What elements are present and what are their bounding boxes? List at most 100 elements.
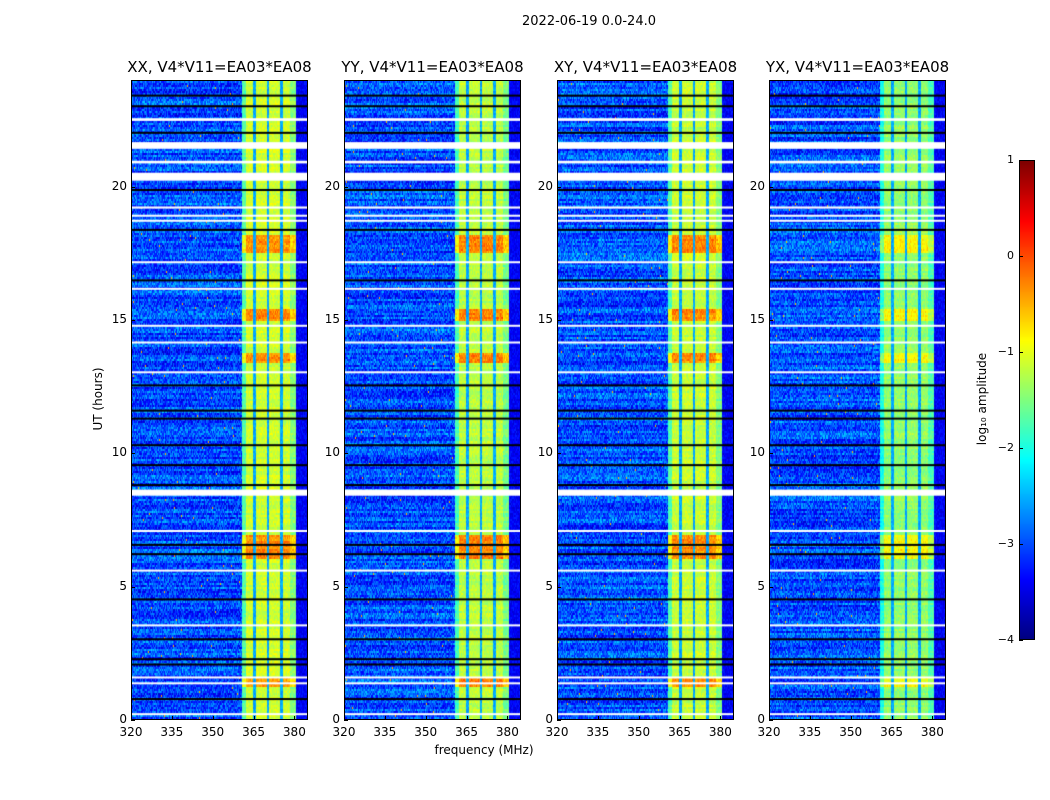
y-tick-mark bbox=[769, 453, 773, 455]
waterfall-panel-2 bbox=[557, 80, 734, 720]
x-tick-label: 365 bbox=[455, 725, 478, 739]
heatmap-cells bbox=[345, 81, 520, 719]
panel-title: YY, V4*V11=EA03*EA08 bbox=[341, 58, 524, 76]
x-tick-label: 335 bbox=[160, 725, 184, 739]
x-tick-mark bbox=[384, 716, 386, 720]
x-tick-mark bbox=[557, 716, 558, 720]
y-tick-label: 10 bbox=[749, 445, 765, 460]
x-tick-mark bbox=[294, 716, 296, 720]
y-tick-mark bbox=[131, 186, 135, 188]
x-tick-mark bbox=[425, 716, 427, 720]
y-tick-mark bbox=[557, 186, 561, 188]
x-tick-label: 365 bbox=[242, 725, 265, 739]
y-tick-mark bbox=[131, 453, 135, 455]
x-tick-label: 350 bbox=[414, 725, 438, 739]
y-axis-label: UT (hours) bbox=[91, 367, 105, 431]
colorbar-tick-label: −3 bbox=[997, 537, 1014, 550]
waterfall-panel-1 bbox=[344, 80, 521, 720]
y-tick-label: 15 bbox=[324, 312, 340, 326]
y-tick-mark bbox=[557, 586, 561, 588]
y-tick-label: 15 bbox=[537, 312, 553, 326]
waterfall-panel-0 bbox=[131, 80, 308, 720]
x-tick-label: 350 bbox=[627, 725, 651, 739]
colorbar-tick-mark bbox=[1019, 256, 1023, 257]
x-tick-label: 320 bbox=[545, 725, 569, 739]
y-tick-label: 0 bbox=[545, 712, 553, 726]
y-tick-label: 15 bbox=[111, 312, 127, 326]
x-tick-label: 320 bbox=[757, 725, 781, 739]
x-tick-label: 380 bbox=[920, 725, 944, 739]
x-tick-label: 335 bbox=[798, 725, 822, 739]
y-tick-mark bbox=[557, 720, 561, 721]
colorbar-tick-label: −2 bbox=[997, 441, 1014, 454]
x-tick-mark bbox=[638, 716, 640, 720]
y-tick-mark bbox=[769, 186, 773, 188]
x-tick-mark bbox=[253, 716, 255, 720]
y-tick-mark bbox=[557, 453, 561, 455]
x-tick-mark bbox=[507, 716, 509, 720]
x-tick-mark bbox=[466, 716, 468, 720]
colorbar-tick-mark bbox=[1019, 544, 1023, 545]
x-tick-label: 380 bbox=[282, 725, 306, 739]
y-tick-label: 5 bbox=[757, 578, 765, 593]
x-tick-label: 350 bbox=[201, 725, 225, 739]
y-tick-label: 5 bbox=[119, 578, 127, 593]
x-tick-mark bbox=[212, 716, 214, 720]
y-tick-label: 0 bbox=[332, 712, 340, 726]
panel-title: YX, V4*V11=EA03*EA08 bbox=[765, 58, 950, 76]
x-tick-mark bbox=[679, 716, 681, 720]
x-tick-mark bbox=[171, 716, 173, 720]
y-tick-label: 20 bbox=[749, 178, 765, 193]
y-tick-mark bbox=[557, 320, 561, 321]
y-tick-label: 10 bbox=[111, 445, 127, 460]
y-tick-mark bbox=[344, 586, 348, 588]
x-tick-mark bbox=[344, 716, 345, 720]
heatmap-cells bbox=[558, 81, 733, 719]
x-axis-label: frequency (MHz) bbox=[434, 743, 534, 757]
x-tick-label: 380 bbox=[495, 725, 519, 739]
colorbar-tick-mark bbox=[1019, 448, 1023, 449]
y-tick-mark bbox=[344, 320, 348, 321]
figure-title: 2022-06-19 0.0-24.0 bbox=[522, 14, 656, 29]
colorbar bbox=[1019, 160, 1035, 640]
x-tick-label: 380 bbox=[708, 725, 732, 739]
y-tick-label: 10 bbox=[324, 445, 340, 460]
y-tick-mark bbox=[131, 320, 135, 321]
heatmap-cells bbox=[132, 81, 307, 719]
x-tick-label: 335 bbox=[586, 725, 610, 739]
y-tick-label: 15 bbox=[749, 312, 765, 326]
y-tick-mark bbox=[769, 586, 773, 588]
x-tick-mark bbox=[769, 716, 770, 720]
y-tick-label: 5 bbox=[545, 578, 553, 593]
colorbar-tick-mark bbox=[1019, 160, 1023, 161]
x-tick-mark bbox=[891, 716, 893, 720]
y-tick-label: 5 bbox=[332, 578, 340, 593]
x-tick-label: 350 bbox=[839, 725, 863, 739]
y-tick-mark bbox=[131, 586, 135, 588]
panel-title: XX, V4*V11=EA03*EA08 bbox=[127, 58, 312, 76]
x-tick-mark bbox=[809, 716, 811, 720]
y-tick-mark bbox=[131, 720, 135, 721]
x-tick-label: 320 bbox=[119, 725, 143, 739]
x-tick-label: 365 bbox=[668, 725, 691, 739]
y-tick-mark bbox=[344, 186, 348, 188]
y-tick-label: 10 bbox=[537, 445, 553, 460]
colorbar-tick-mark bbox=[1019, 352, 1023, 353]
heatmap-cells bbox=[770, 81, 945, 719]
colorbar-tick-mark bbox=[1019, 640, 1023, 641]
y-tick-label: 0 bbox=[119, 712, 127, 726]
y-tick-label: 20 bbox=[537, 178, 553, 193]
y-tick-mark bbox=[769, 320, 773, 321]
colorbar-tick-label: −4 bbox=[997, 633, 1014, 646]
x-tick-label: 320 bbox=[332, 725, 356, 739]
x-tick-mark bbox=[932, 716, 934, 720]
x-tick-mark bbox=[850, 716, 852, 720]
x-tick-label: 335 bbox=[373, 725, 397, 739]
colorbar-label: log₁₀ amplitude bbox=[975, 352, 989, 446]
x-tick-mark bbox=[597, 716, 599, 720]
colorbar-tick-label: −1 bbox=[997, 345, 1014, 358]
waterfall-panel-3 bbox=[769, 80, 946, 720]
y-tick-mark bbox=[344, 453, 348, 455]
y-tick-mark bbox=[769, 720, 773, 721]
y-tick-mark bbox=[344, 720, 348, 721]
